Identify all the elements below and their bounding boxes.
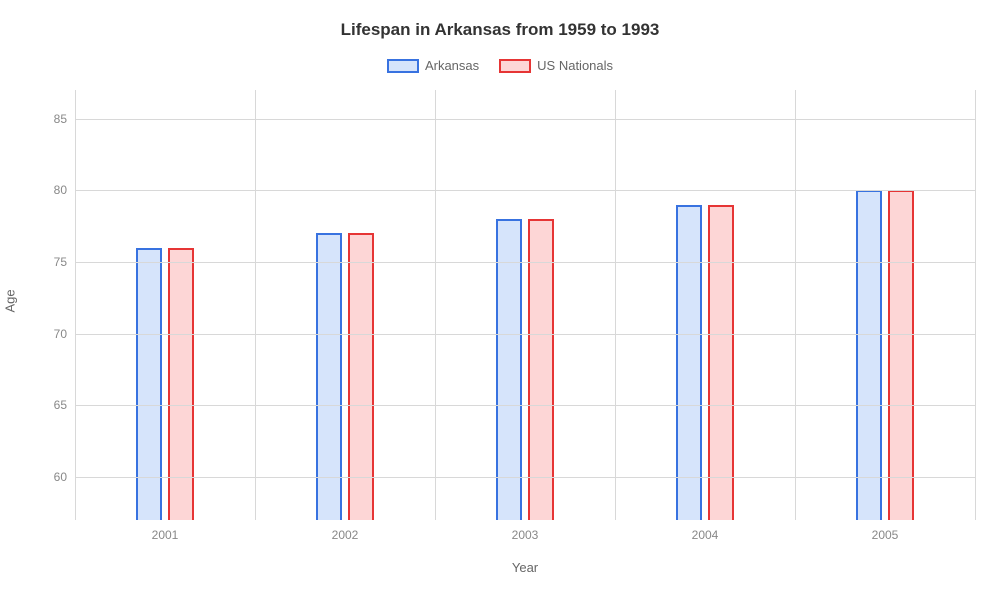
grid-line-horizontal	[75, 119, 975, 120]
bar	[136, 248, 162, 520]
legend-item-arkansas: Arkansas	[387, 58, 479, 73]
x-tick-label: 2004	[692, 528, 719, 542]
y-axis-label: Age	[3, 289, 18, 312]
legend-swatch-us-nationals	[499, 59, 531, 73]
legend-label: US Nationals	[537, 58, 613, 73]
y-tick-label: 80	[54, 183, 67, 197]
y-tick-label: 60	[54, 470, 67, 484]
x-axis: 2001 2002 2003 2004 2005	[75, 520, 975, 550]
grid-line-horizontal	[75, 262, 975, 263]
y-tick-label: 85	[54, 112, 67, 126]
y-tick-label: 65	[54, 398, 67, 412]
bar	[708, 205, 734, 520]
legend: Arkansas US Nationals	[0, 58, 1000, 73]
bar	[856, 190, 882, 520]
bar	[528, 219, 554, 520]
y-tick-label: 75	[54, 255, 67, 269]
chart-title: Lifespan in Arkansas from 1959 to 1993	[0, 20, 1000, 40]
chart-container: Lifespan in Arkansas from 1959 to 1993 A…	[0, 0, 1000, 600]
bar	[496, 219, 522, 520]
grid-line-vertical	[975, 90, 976, 520]
bar	[888, 190, 914, 520]
grid-line-horizontal	[75, 334, 975, 335]
x-tick-label: 2003	[512, 528, 539, 542]
bar	[168, 248, 194, 520]
grid-line-vertical	[255, 90, 256, 520]
y-axis: 60 65 70 75 80 85	[35, 90, 75, 520]
bars-layer	[75, 90, 975, 520]
bar	[676, 205, 702, 520]
grid-line-vertical	[615, 90, 616, 520]
x-tick-label: 2001	[152, 528, 179, 542]
grid-line-vertical	[75, 90, 76, 520]
legend-swatch-arkansas	[387, 59, 419, 73]
grid-line-horizontal	[75, 405, 975, 406]
plot-area	[75, 90, 975, 520]
grid-line-horizontal	[75, 190, 975, 191]
legend-label: Arkansas	[425, 58, 479, 73]
grid-line-vertical	[435, 90, 436, 520]
x-axis-label: Year	[75, 560, 975, 575]
y-tick-label: 70	[54, 327, 67, 341]
legend-item-us-nationals: US Nationals	[499, 58, 613, 73]
x-tick-label: 2005	[872, 528, 899, 542]
x-tick-label: 2002	[332, 528, 359, 542]
grid-line-horizontal	[75, 477, 975, 478]
grid-line-vertical	[795, 90, 796, 520]
